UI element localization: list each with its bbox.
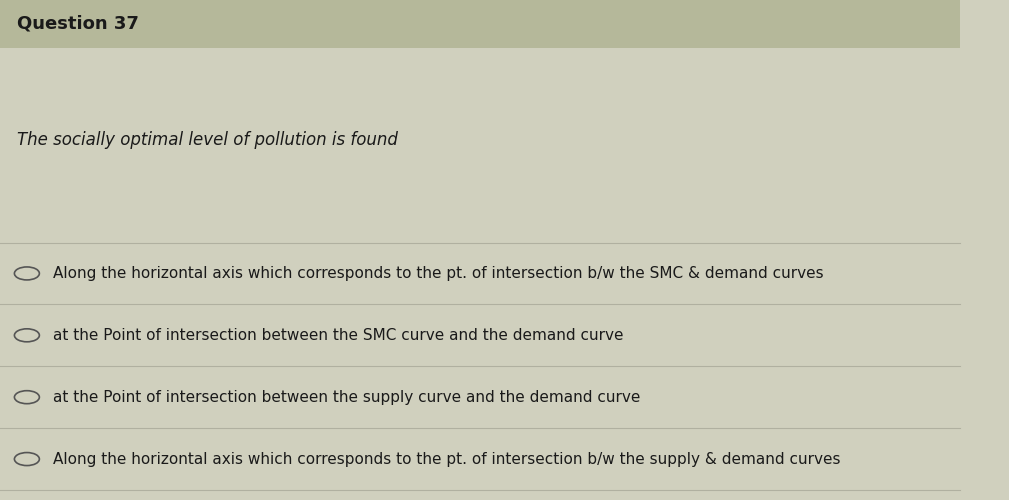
Text: Along the horizontal axis which corresponds to the pt. of intersection b/w the s: Along the horizontal axis which correspo… xyxy=(52,452,840,466)
FancyBboxPatch shape xyxy=(0,0,961,48)
Text: The socially optimal level of pollution is found: The socially optimal level of pollution … xyxy=(17,131,399,149)
Text: Question 37: Question 37 xyxy=(17,14,139,33)
Text: Along the horizontal axis which corresponds to the pt. of intersection b/w the S: Along the horizontal axis which correspo… xyxy=(52,266,823,281)
Text: at the Point of intersection between the supply curve and the demand curve: at the Point of intersection between the… xyxy=(52,390,640,404)
Text: at the Point of intersection between the SMC curve and the demand curve: at the Point of intersection between the… xyxy=(52,328,624,343)
